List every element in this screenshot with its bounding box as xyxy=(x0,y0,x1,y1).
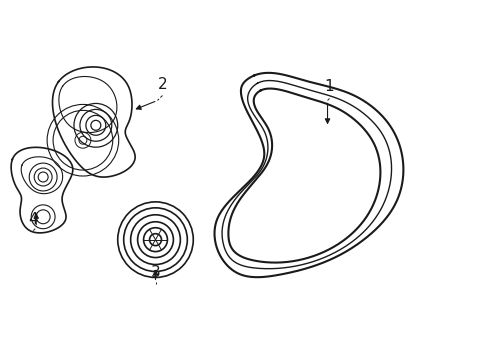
Text: 2: 2 xyxy=(158,77,167,91)
Text: 4: 4 xyxy=(28,212,38,227)
Text: 1: 1 xyxy=(325,80,334,94)
Text: 3: 3 xyxy=(150,265,160,280)
